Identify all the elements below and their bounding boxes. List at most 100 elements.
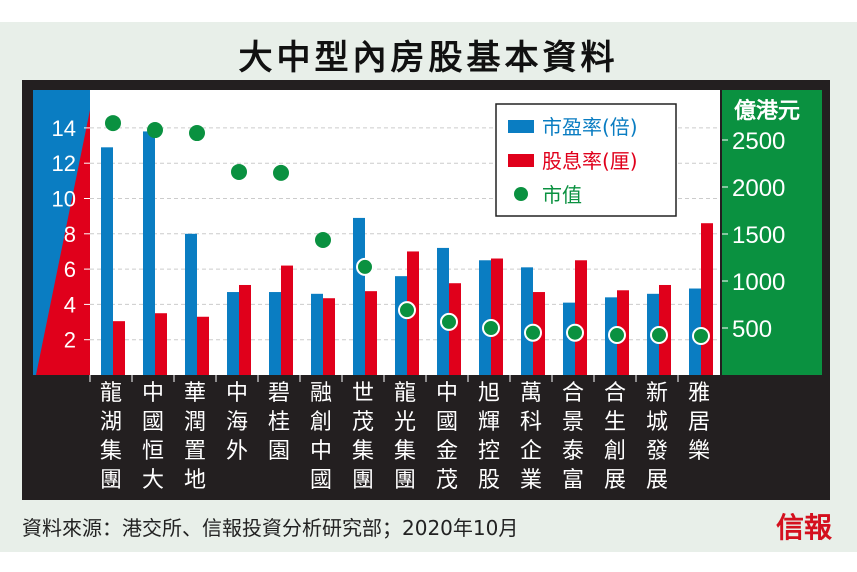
category-label: 旭 — [478, 381, 500, 406]
bar-pe — [521, 267, 533, 375]
category-label: 國 — [142, 410, 164, 435]
right-tick-label: 1000 — [732, 269, 785, 296]
category-label: 萬 — [520, 381, 542, 406]
bar-pe — [227, 292, 239, 375]
bar-dividend — [575, 260, 587, 375]
right-tick-label: 2000 — [732, 175, 785, 202]
market-cap-dot — [356, 257, 374, 276]
category-label: 展 — [646, 468, 668, 493]
source-note: 資料來源：港交所、信報投資分析研究部；2020年10月 — [22, 516, 519, 540]
right-axis-strip — [722, 90, 822, 375]
category-label: 潤 — [184, 410, 206, 435]
category-label: 輝 — [478, 410, 500, 435]
left-tick-label: 2 — [64, 328, 76, 353]
legend-label: 股息率(厘) — [542, 149, 638, 173]
category-label: 樂 — [688, 439, 710, 464]
bar-pe — [143, 131, 155, 375]
left-tick-label: 8 — [64, 222, 76, 247]
category-label: 集 — [100, 439, 122, 464]
bar-dividend — [281, 265, 293, 375]
category-label: 置 — [184, 439, 206, 464]
market-cap-dot — [524, 323, 542, 342]
left-tick-label: 6 — [64, 257, 76, 282]
category-label: 華 — [184, 381, 206, 406]
category-label: 生 — [604, 410, 626, 435]
legend-label: 市盈率(倍) — [542, 115, 638, 139]
category-label: 團 — [394, 468, 416, 493]
legend: 市盈率(倍) 股息率(厘) 市值 — [495, 103, 677, 217]
category-label: 景 — [562, 410, 584, 435]
bar-pe — [269, 292, 281, 375]
category-label: 世 — [352, 381, 374, 406]
category-label: 茂 — [352, 410, 374, 435]
category-label: 創 — [604, 439, 626, 464]
market-cap-dot — [608, 326, 626, 345]
bar-pe — [395, 276, 407, 375]
category-label: 股 — [478, 468, 500, 493]
legend-label: 市值 — [542, 183, 582, 207]
category-label: 集 — [352, 439, 374, 464]
category-label: 中 — [436, 381, 458, 406]
market-cap-dot — [440, 312, 458, 331]
right-tick-label: 2500 — [732, 128, 785, 155]
right-axis-label: 億港元 — [734, 98, 800, 124]
category-label: 中 — [142, 381, 164, 406]
market-cap-dot — [692, 326, 710, 345]
category-label: 發 — [646, 439, 668, 464]
bar-dividend — [113, 321, 125, 375]
legend-swatch — [508, 154, 534, 167]
bar-pe — [311, 293, 323, 375]
category-label: 合 — [562, 381, 584, 406]
category-label: 國 — [310, 468, 332, 493]
category-label: 團 — [100, 468, 122, 493]
category-label: 碧 — [268, 381, 290, 406]
category-label: 城 — [646, 410, 668, 435]
market-cap-dot — [189, 125, 205, 142]
category-label: 國 — [436, 410, 458, 435]
category-label: 雅 — [688, 381, 710, 406]
bar-dividend — [323, 298, 335, 375]
right-tick-label: 500 — [732, 316, 772, 343]
legend-swatch — [508, 120, 534, 133]
bar-dividend — [365, 291, 377, 375]
category-label: 中 — [226, 381, 248, 406]
category-label: 集 — [394, 439, 416, 464]
category-label: 新 — [646, 381, 668, 406]
bar-pe — [353, 217, 365, 375]
category-label: 桂 — [268, 410, 290, 435]
market-cap-dot — [231, 163, 247, 180]
category-label: 湖 — [100, 410, 122, 435]
category-label: 園 — [268, 439, 290, 464]
chart-frame: 2 4 6 8 10 12 14 500 1000 1500 2000 2500 億港元龍湖集團中國恒大… — [22, 80, 830, 500]
category-label: 企 — [520, 439, 542, 464]
category-label: 光 — [394, 410, 416, 435]
chart-title: 大中型內房股基本資料 — [238, 38, 619, 78]
category-label: 展 — [604, 468, 626, 493]
bar-pe — [101, 147, 113, 375]
left-tick-label: 12 — [52, 151, 76, 176]
bar-pe — [479, 260, 491, 375]
bar-dividend — [197, 316, 209, 375]
category-label: 龍 — [100, 381, 122, 406]
category-label: 中 — [310, 439, 332, 464]
category-label: 創 — [310, 410, 332, 435]
chart: 24681012145001000150020002500億港元龍湖集團中國恒大… — [33, 90, 822, 493]
category-label: 團 — [352, 468, 374, 493]
bar-dividend — [155, 313, 167, 375]
bar-pe — [437, 247, 449, 375]
legend-swatch — [514, 187, 528, 201]
left-axis-triangle — [36, 110, 90, 375]
market-cap-dot — [566, 323, 584, 342]
left-tick-label: 14 — [52, 116, 76, 141]
market-cap-dot — [105, 115, 121, 132]
bar-dividend — [239, 284, 251, 375]
category-label: 科 — [520, 410, 542, 435]
left-tick-label: 10 — [52, 187, 76, 212]
category-label: 地 — [184, 468, 206, 493]
market-cap-dot — [482, 319, 500, 337]
bar-dividend — [491, 258, 503, 375]
category-label: 泰 — [562, 439, 584, 464]
market-cap-dot — [398, 301, 416, 320]
category-label: 大 — [142, 468, 164, 493]
market-cap-dot — [147, 122, 163, 139]
